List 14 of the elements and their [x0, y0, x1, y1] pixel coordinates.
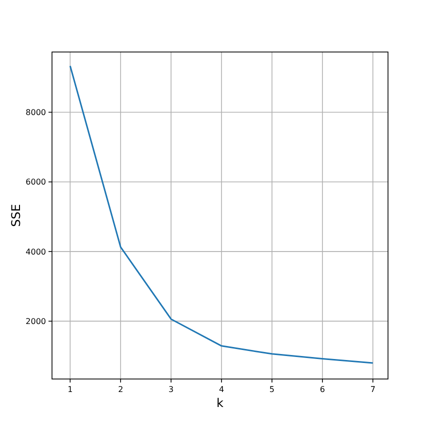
x-tick-label: 5 — [269, 385, 275, 394]
y-tick-label: 2000 — [26, 316, 46, 326]
y-tick-label: 4000 — [26, 247, 46, 256]
x-axis-title: k — [216, 396, 224, 410]
x-tick-label: 1 — [68, 385, 73, 394]
y-axis-title: SSE — [9, 204, 23, 227]
x-tick-label: 6 — [320, 385, 325, 394]
y-tick-label: 6000 — [26, 178, 46, 187]
line-series — [69, 65, 374, 364]
x-tick-label: 4 — [218, 385, 224, 394]
x-tick-label: 7 — [370, 385, 376, 394]
y-tick-label: 8000 — [26, 108, 46, 118]
x-tick-label: 3 — [168, 385, 174, 394]
x-tick-label: 2 — [118, 385, 124, 394]
